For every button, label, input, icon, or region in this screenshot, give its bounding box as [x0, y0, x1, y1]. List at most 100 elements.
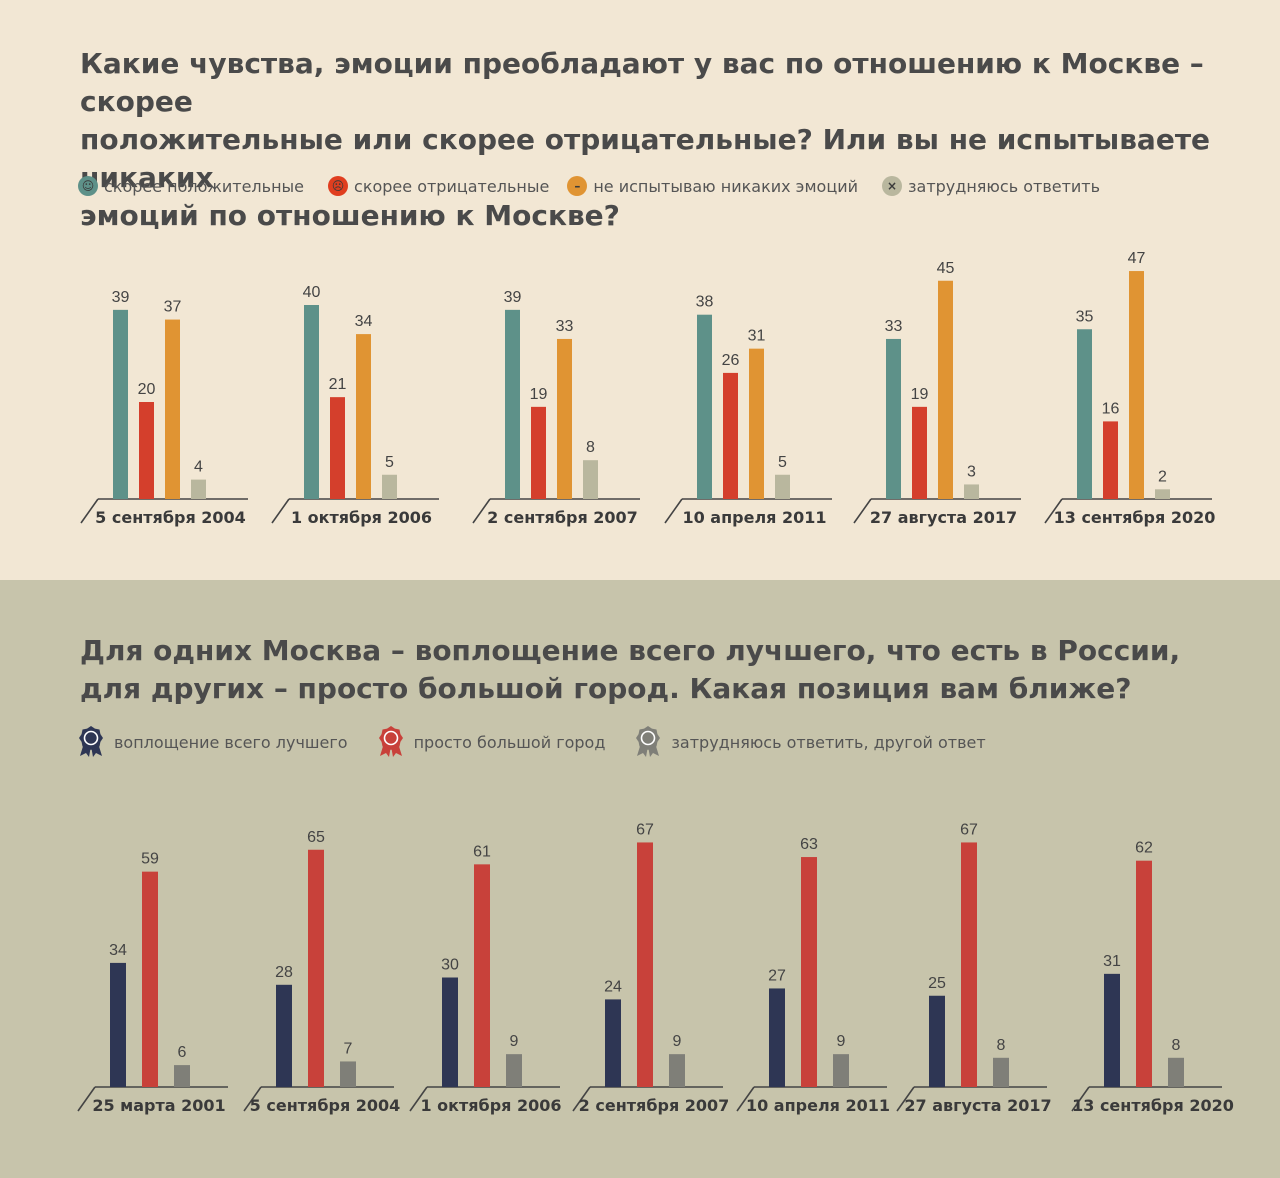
data-label: 2 — [1158, 468, 1167, 485]
data-label: 6 — [178, 1044, 187, 1061]
angry-face-icon: ☹ — [328, 176, 349, 196]
data-label: 24 — [604, 978, 622, 995]
bar — [583, 460, 598, 499]
bar-group: 38 26 31 5 10 апреля 2011 — [664, 294, 832, 527]
bar — [442, 977, 458, 1087]
bar — [1104, 973, 1120, 1087]
bar-group: 40 21 34 5 1 октября 2006 — [271, 284, 439, 527]
data-label: 20 — [138, 381, 156, 398]
baseline-tick — [664, 498, 683, 524]
category-label: 5 сентября 2004 — [250, 1096, 401, 1115]
bar — [474, 864, 490, 1087]
bar — [531, 406, 546, 499]
data-label: 65 — [307, 829, 325, 846]
position-section: Для одних Москва – воплощение всего лучш… — [0, 580, 1280, 1178]
bar — [669, 1054, 685, 1087]
rosette-icon — [79, 726, 103, 757]
bar — [938, 280, 953, 499]
legend-label: воплощение всего лучшего — [114, 732, 348, 752]
category-label: 27 августа 2017 — [870, 508, 1017, 527]
category-label: 2 сентября 2007 — [579, 1096, 730, 1115]
bar — [308, 849, 324, 1087]
data-label: 26 — [722, 352, 740, 369]
bar-group: 27 63 9 10 апреля 2011 — [736, 836, 890, 1115]
data-label: 63 — [800, 836, 818, 853]
data-label: 7 — [344, 1040, 353, 1057]
bar — [697, 314, 712, 499]
baseline-tick — [409, 1086, 428, 1112]
baseline-tick — [1071, 1086, 1090, 1112]
data-label: 16 — [1102, 400, 1120, 417]
legend-label: просто большой город — [413, 732, 606, 752]
bar — [1136, 860, 1152, 1087]
bar — [964, 484, 979, 499]
data-label: 67 — [636, 821, 654, 838]
legend-item: воплощение всего лучшего — [78, 726, 348, 758]
category-label: 27 августа 2017 — [904, 1096, 1051, 1115]
data-label: 34 — [355, 313, 373, 330]
bar — [165, 319, 180, 499]
legend-label: не испытываю никаких эмоций — [593, 176, 859, 196]
bar — [886, 338, 901, 499]
bar — [637, 842, 653, 1087]
bar — [110, 962, 126, 1087]
data-label: 27 — [768, 967, 786, 984]
category-label: 10 апреля 2011 — [682, 508, 826, 527]
bar — [769, 988, 785, 1087]
data-label: 38 — [696, 294, 714, 311]
category-label: 13 сентября 2020 — [1072, 1096, 1234, 1115]
bar-group: 28 65 7 5 сентября 2004 — [243, 829, 401, 1115]
bar — [330, 397, 345, 499]
bar — [1103, 421, 1118, 499]
legend-item: ☺ скорее положительные — [78, 176, 304, 196]
data-label: 25 — [928, 975, 946, 992]
data-label: 30 — [441, 957, 459, 974]
baseline-tick — [1044, 498, 1063, 524]
bar-group: 39 19 33 8 2 сентября 2007 — [472, 289, 640, 527]
baseline-tick — [572, 1086, 591, 1112]
baseline-tick — [472, 498, 491, 524]
data-label: 5 — [778, 454, 787, 471]
legend-label: затрудняюсь ответить, другой ответ — [671, 732, 986, 752]
bar — [1155, 489, 1170, 499]
bar — [174, 1065, 190, 1087]
baseline-tick — [80, 498, 99, 524]
legend-label: скорее отрицательные — [354, 176, 550, 196]
data-label: 4 — [194, 459, 203, 476]
bar — [749, 348, 764, 499]
data-label: 37 — [164, 299, 182, 316]
data-label: 39 — [112, 289, 130, 306]
baseline-tick — [736, 1086, 755, 1112]
neutral-face-icon: – — [567, 176, 588, 196]
data-label: 33 — [885, 318, 903, 335]
data-label: 19 — [911, 386, 929, 403]
data-label: 62 — [1135, 840, 1153, 857]
category-label: 5 сентября 2004 — [95, 508, 246, 527]
bar — [1168, 1057, 1184, 1087]
baseline-tick — [271, 498, 290, 524]
data-label: 39 — [504, 289, 522, 306]
legend-item: × затрудняюсь ответить — [882, 176, 1100, 196]
data-label: 19 — [530, 386, 548, 403]
data-label: 61 — [473, 843, 491, 860]
bar — [605, 999, 621, 1087]
bar — [304, 305, 319, 499]
bar — [113, 309, 128, 499]
data-label: 47 — [1128, 250, 1146, 267]
baseline-tick — [243, 1086, 262, 1112]
bar — [929, 995, 945, 1087]
data-label: 9 — [673, 1033, 682, 1050]
bar-group: 31 62 8 13 сентября 2020 — [1071, 840, 1234, 1115]
legend-label: скорее положительные — [104, 176, 305, 196]
bar — [801, 857, 817, 1087]
bar — [356, 334, 371, 499]
data-label: 34 — [109, 942, 127, 959]
category-label: 10 апреля 2011 — [746, 1096, 890, 1115]
chart1-title: Какие чувства, эмоции преобладают у вас … — [80, 47, 1211, 232]
smile-icon: ☺ — [78, 176, 98, 196]
position-bar-chart: 34 59 6 25 марта 2001 28 65 7 5 сентября 2004 30… — [77, 821, 1234, 1115]
bar-group: 30 61 9 1 октября 2006 — [409, 843, 562, 1115]
bar — [1129, 271, 1144, 499]
rosette-icon — [636, 726, 661, 757]
baseline-tick — [77, 1086, 96, 1112]
